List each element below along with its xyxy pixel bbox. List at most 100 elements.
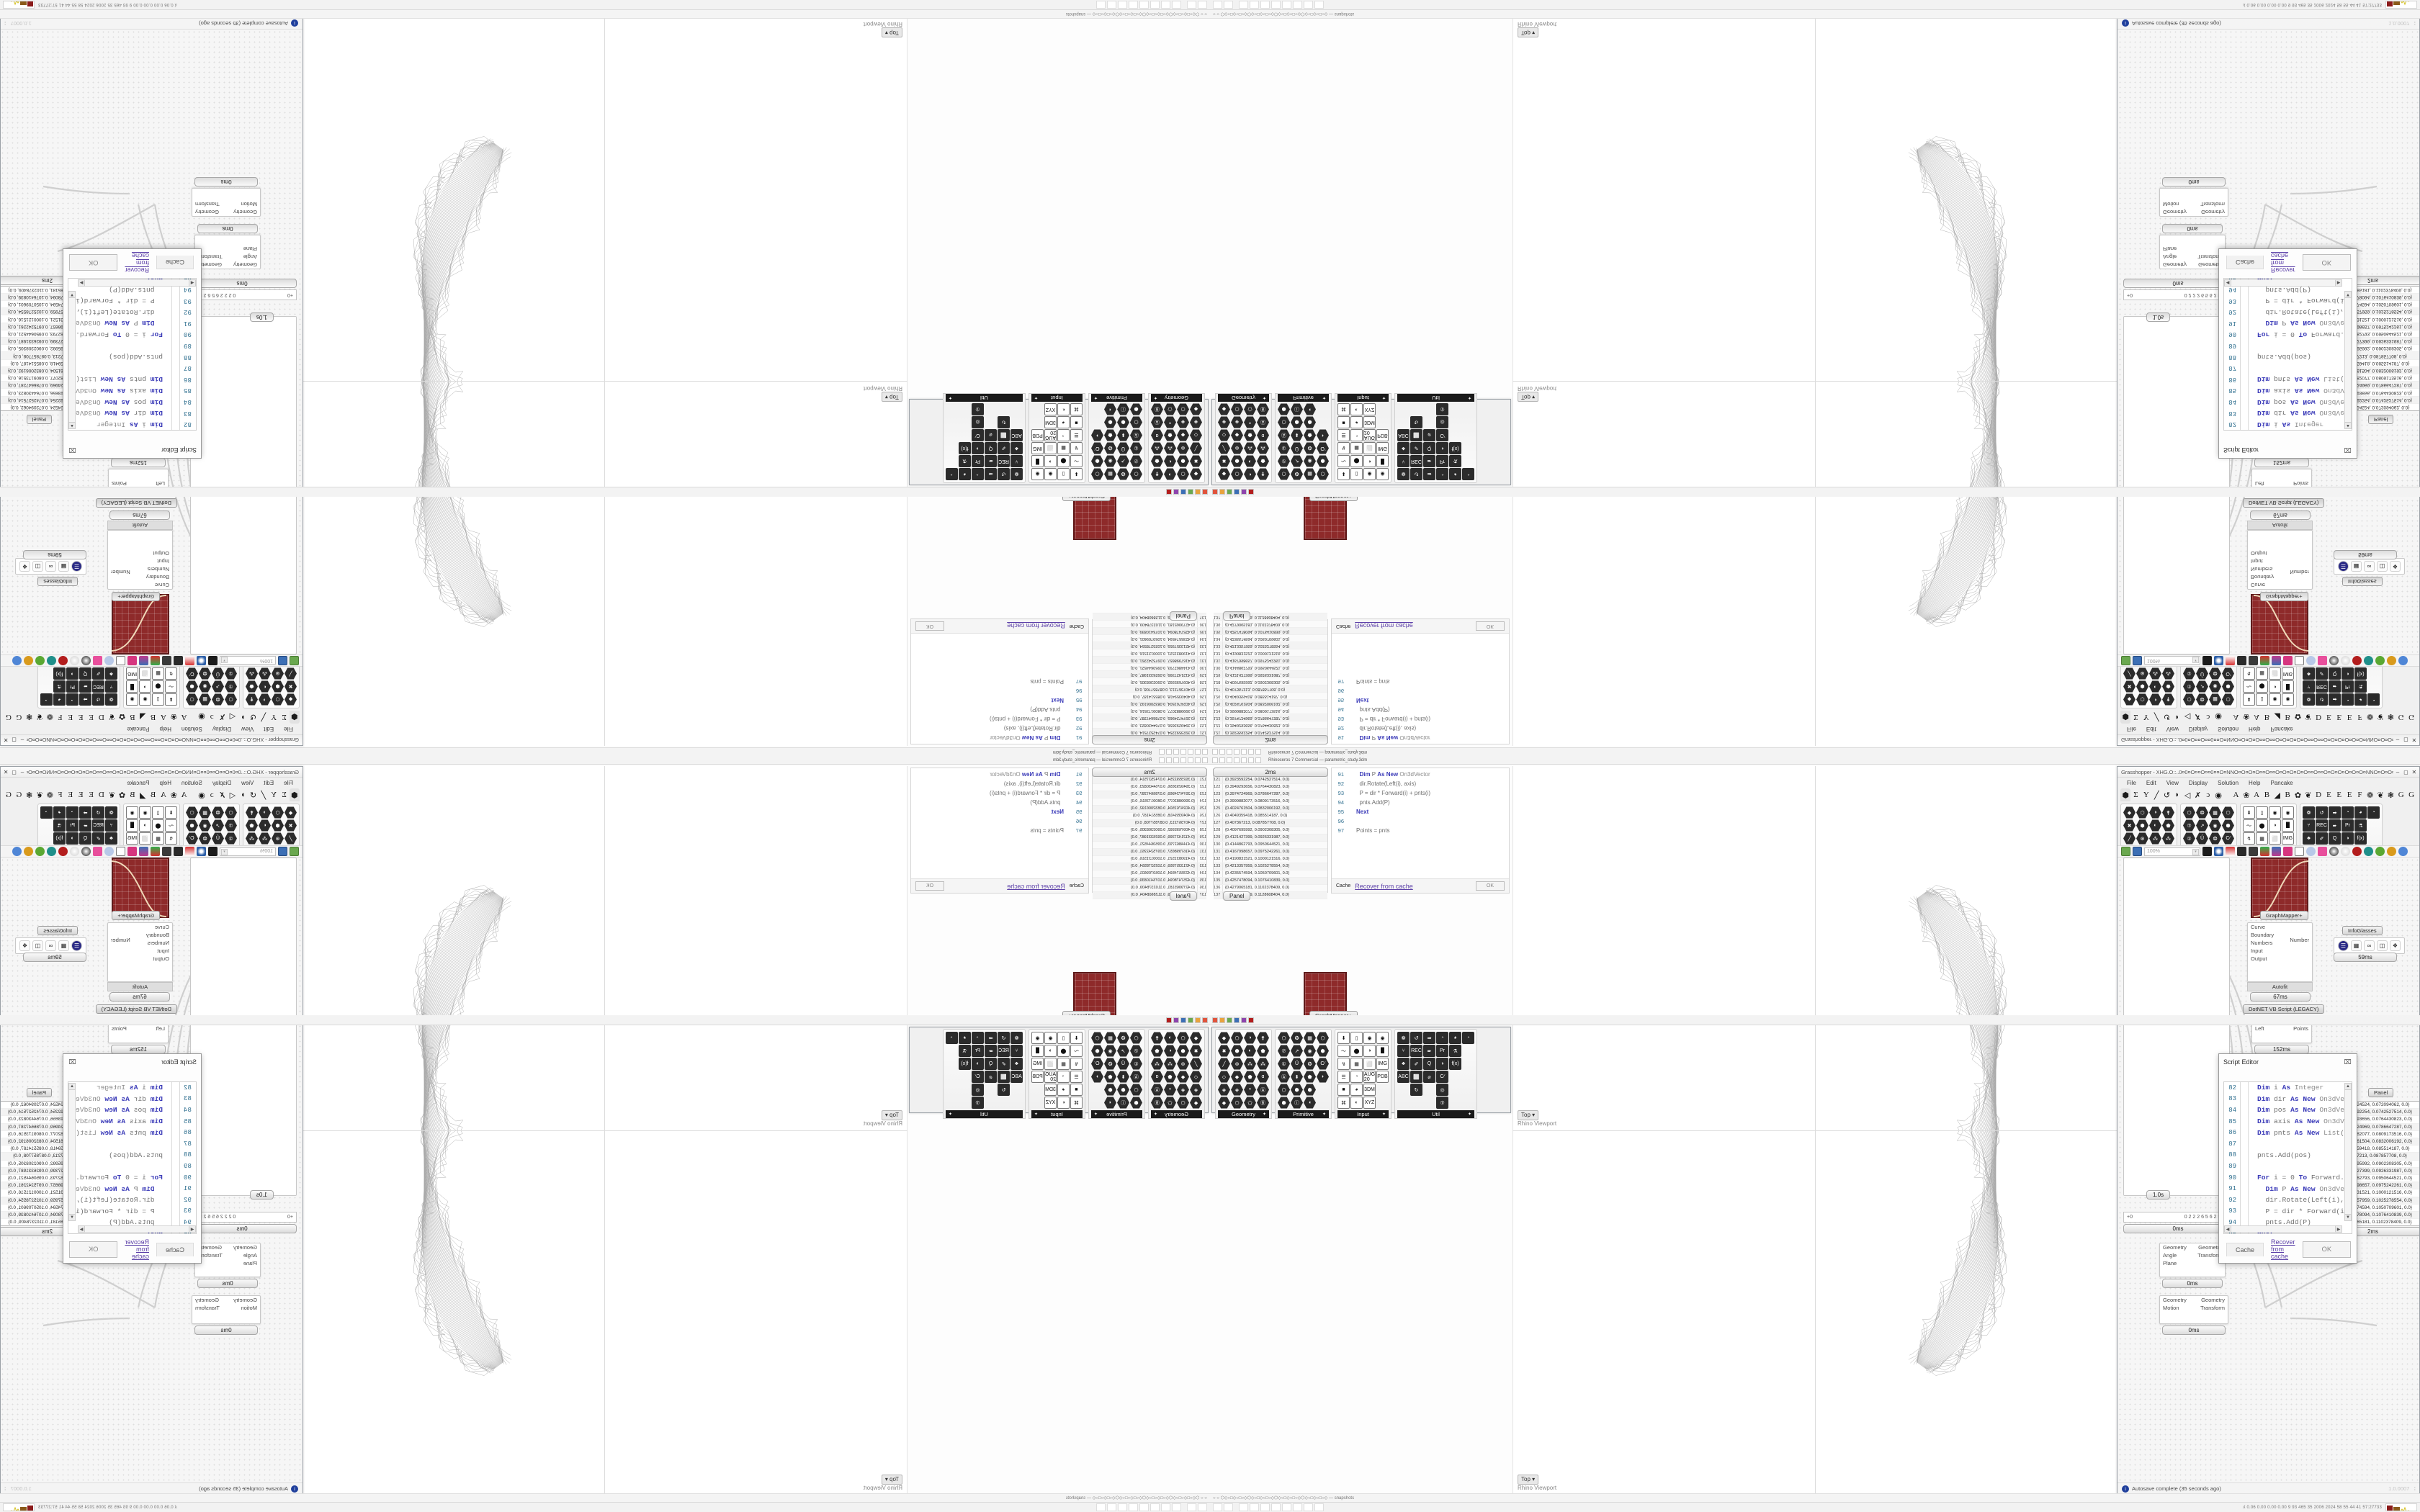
ribbon-component-icon-2-1-1[interactable]: ⬤ [2256, 819, 2268, 832]
ribbon2-component-icon-3-1-3[interactable]: ⬜ [1410, 1071, 1422, 1083]
ribbon2-component-icon-1-2-4[interactable]: ⬢ [1304, 1084, 1316, 1096]
ribbon-tab-left-3[interactable]: ╱ [261, 712, 266, 721]
ribbon-component-icon-2-3-2[interactable]: IMG [2282, 667, 2294, 680]
taskbar-app-5-icon[interactable] [1260, 1, 1270, 9]
ribbon2-component-icon-0-2-1[interactable]: ◐ [1164, 1045, 1176, 1057]
code-line[interactable]: 89 [68, 1161, 196, 1172]
color-orange-icon[interactable] [1195, 1017, 1201, 1023]
infoglasses-component[interactable]: ☰ ▦ ∞ ◫ ❖ [15, 558, 86, 575]
scroll-up-icon[interactable]: ▲ [2344, 422, 2352, 429]
script-editor-titlebar[interactable]: Script Editor ⌧ [63, 1054, 201, 1070]
ribbon2-component-icon-2-3-1[interactable]: █ [1376, 1045, 1389, 1057]
ribbon2-component-icon-0-0-2[interactable]: ╱ [1218, 442, 1230, 454]
ribbon2-component-icon-3-3-1[interactable]: Pr [1436, 455, 1448, 467]
ribbon-tab-right-1[interactable]: ❀ [170, 712, 177, 721]
ribbon2-group-geometry[interactable]: ◆ ✖ ╱ ◇ ◈ ◆ ⬡ ⬢ ⊛ ◆ ◈ ⬡ ◑ ◐ ⁂ ⬟ ◓ ⬠ ⚵ ⬟ ⁂ ɑ Ⓐ Ⓑ Geometry ✦ [1215, 1029, 1272, 1119]
ribbon2-component-icon-3-0-3[interactable]: ABC [1010, 429, 1023, 441]
scroll-left-icon[interactable]: ◀ [2224, 1225, 2231, 1233]
help-icon[interactable] [93, 847, 102, 856]
ribbon-tab-right-0[interactable]: A [2233, 791, 2239, 799]
ribbon-tab-left-1[interactable]: Σ [2133, 713, 2138, 721]
grid-info-icon[interactable]: ▦ [58, 561, 69, 572]
help-icon[interactable] [2318, 656, 2327, 665]
code-line[interactable]: 88 pnts.Add(pos) [68, 351, 196, 363]
port-input[interactable]: Input [157, 558, 169, 564]
ribbon-component-icon-2-1-1[interactable]: ⬤ [152, 819, 164, 832]
ribbon-tab-right-2[interactable]: A [160, 791, 166, 799]
ribbon2-component-icon-0-1-3[interactable]: ◆ [1231, 429, 1243, 441]
preview-wire-icon[interactable] [2341, 847, 2350, 856]
viewport-mode-button-bottom[interactable]: Top ▾ [881, 1475, 902, 1485]
ribbon-component-icon-0-0-0[interactable]: ◆ [284, 806, 297, 819]
rhino-new-icon[interactable] [1212, 757, 1218, 763]
menu-item-display[interactable]: Display [212, 779, 232, 786]
ribbon2-component-icon-0-2-5[interactable]: ⬠ [1244, 1097, 1256, 1109]
ribbon2-component-icon-0-3-3[interactable]: ɑ [1151, 429, 1163, 441]
rhino-osnap-bar[interactable]: ○ ○ ⬡◇○□◇○□○◇⬡◇○□◇○□○◇⬡◇○□◇○□○◇⬡◇○□◇○□○◇… [1210, 1493, 2420, 1502]
port-points[interactable]: Points [2293, 1025, 2308, 1032]
ribbon2-component-icon-1-1-4[interactable]: ⬢ [1117, 1084, 1129, 1096]
ribbon2-component-icon-3-0-0[interactable]: ❁ [1010, 468, 1023, 480]
ribbon-tab-right-14[interactable]: ❦ [36, 712, 43, 721]
code-line[interactable]: 91 Dim P As New On3dVector [2224, 1183, 2352, 1194]
close-icon[interactable]: ✕ [2411, 737, 2417, 744]
ribbon-component-icon-2-0-0[interactable]: ⬇ [165, 693, 177, 706]
ribbon-tab-right-8[interactable]: D [2316, 791, 2322, 799]
ribbon2-component-icon-0-1-0[interactable]: ⬡ [1177, 468, 1189, 480]
menu-item-display[interactable]: Display [2188, 726, 2208, 733]
ribbon2-component-icon-0-3-1[interactable]: ⬟ [1257, 1045, 1269, 1057]
grasshopper-titlebar[interactable]: Grasshopper - XHG.O::..0¤0¤O¤¤O¤¤0¤¤O¤NN… [2118, 767, 2419, 778]
grasshopper-window[interactable]: Grasshopper - XHG.O::..0¤0¤O¤¤O¤¤0¤¤O¤NN… [2117, 766, 2420, 1495]
ribbon2-component-icon-2-3-1[interactable]: █ [1376, 455, 1389, 467]
code-line[interactable]: 82 Dim i As Integer [2224, 418, 2352, 430]
zoom-extents-icon[interactable] [208, 847, 218, 856]
ribbon2-component-icon-1-2-2[interactable]: ❂ [1104, 442, 1116, 454]
ribbon-component-icon-3-4-2[interactable]: f(x) [53, 667, 66, 680]
publish-icon[interactable] [151, 656, 160, 665]
ribbon2-component-icon-3-3-0[interactable]: ◔ [1436, 468, 1448, 480]
ribbon-component-icon-3-4-2[interactable]: f(x) [2354, 667, 2367, 680]
ribbon-component-icon-2-3-2[interactable]: IMG [126, 832, 138, 845]
port-plane-in[interactable]: Plane [243, 246, 257, 252]
ribbon-component-icon-0-2-0[interactable]: ◑ [259, 806, 271, 819]
ribbon2-component-icon-1-1-3[interactable]: ⬍ [1117, 1071, 1129, 1083]
port-curve[interactable]: Curve [2251, 582, 2266, 588]
ribbon-tab-right-12[interactable]: F [58, 791, 63, 799]
ribbon2-component-icon-0-1-0[interactable]: ⬡ [1231, 1032, 1243, 1044]
ribbon-component-icon-0-0-2[interactable]: ╱ [2123, 667, 2136, 680]
ribbon2-group-primitive[interactable]: ⬡ ⑦ ① Ⓐ ⬡ ⬢ ❂ ↗ Ű ⬍ ⬢ ⓘ ▦ ◉ ❂ ⬟ ⬢ ◖ ⬡ ⬢ C∕ ◗ Primitive ✦ [1088, 1029, 1145, 1119]
ok-button[interactable]: OK [1475, 881, 1505, 891]
ribbon2-component-icon-1-0-3[interactable]: Ⓐ [1278, 1071, 1290, 1083]
view-amber-icon[interactable] [24, 847, 33, 856]
data-info-icon[interactable]: ◫ [2377, 561, 2388, 572]
canvas-toolbar[interactable]: 100% ▾ [2118, 845, 2419, 858]
ribbon2-group-label-primitive[interactable]: Primitive ✦ [1278, 1110, 1329, 1118]
ribbon2-component-icon-3-4-2[interactable]: f(x) [959, 442, 971, 454]
ribbon-component-icon-3-1-2[interactable]: ✐ [92, 667, 104, 680]
rhino-viewport-area[interactable]: Rhino Viewport Top ▾ Rhino Viewport Top … [302, 766, 908, 1495]
bake-icon[interactable] [2226, 847, 2235, 856]
taskbar-app-1-icon[interactable] [1198, 1503, 1207, 1511]
ribbon-tab-right-7[interactable]: ❦ [108, 791, 115, 800]
ribbon2-component-icon-0-1-4[interactable]: ◈ [1177, 1084, 1189, 1096]
ribbon2-component-icon-1-1-5[interactable]: ⓘ [1291, 403, 1303, 415]
ribbon-tab-right-2[interactable]: A [2254, 791, 2260, 799]
code-line[interactable]: 89 [2224, 340, 2352, 351]
rhino-secondary-toolbar[interactable] [1210, 1015, 2420, 1025]
ribbon2-component-icon-2-1-0[interactable]: ▯ [1350, 1032, 1363, 1044]
ribbon-tab-right-8[interactable]: D [98, 713, 104, 721]
resize-grip-icon[interactable]: ∶∶ [5, 1486, 6, 1492]
viewport-mode-button-top[interactable]: Top ▾ [881, 392, 902, 402]
viewport-divider-vertical[interactable] [1815, 17, 1816, 746]
ribbon-component-icon-3-4-1[interactable]: ⚗ [53, 680, 66, 693]
view-blue-icon[interactable] [12, 847, 22, 856]
ribbon2-group-label-primitive[interactable]: Primitive ✦ [1278, 394, 1329, 402]
ribbon2-component-icon-1-1-3[interactable]: ⬍ [1117, 429, 1129, 441]
ribbon-component-icon-2-1-2[interactable]: ▦ [152, 832, 164, 845]
ribbon-component-icon-2-2-1[interactable]: ◑ [2269, 680, 2281, 693]
ribbon2-component-icon-1-1-1[interactable]: ↗ [1291, 455, 1303, 467]
ribbon-component-icon-1-1-0[interactable]: ❂ [2196, 693, 2208, 706]
ribbon-component-icon-2-3-0[interactable]: ◉ [2282, 806, 2294, 819]
